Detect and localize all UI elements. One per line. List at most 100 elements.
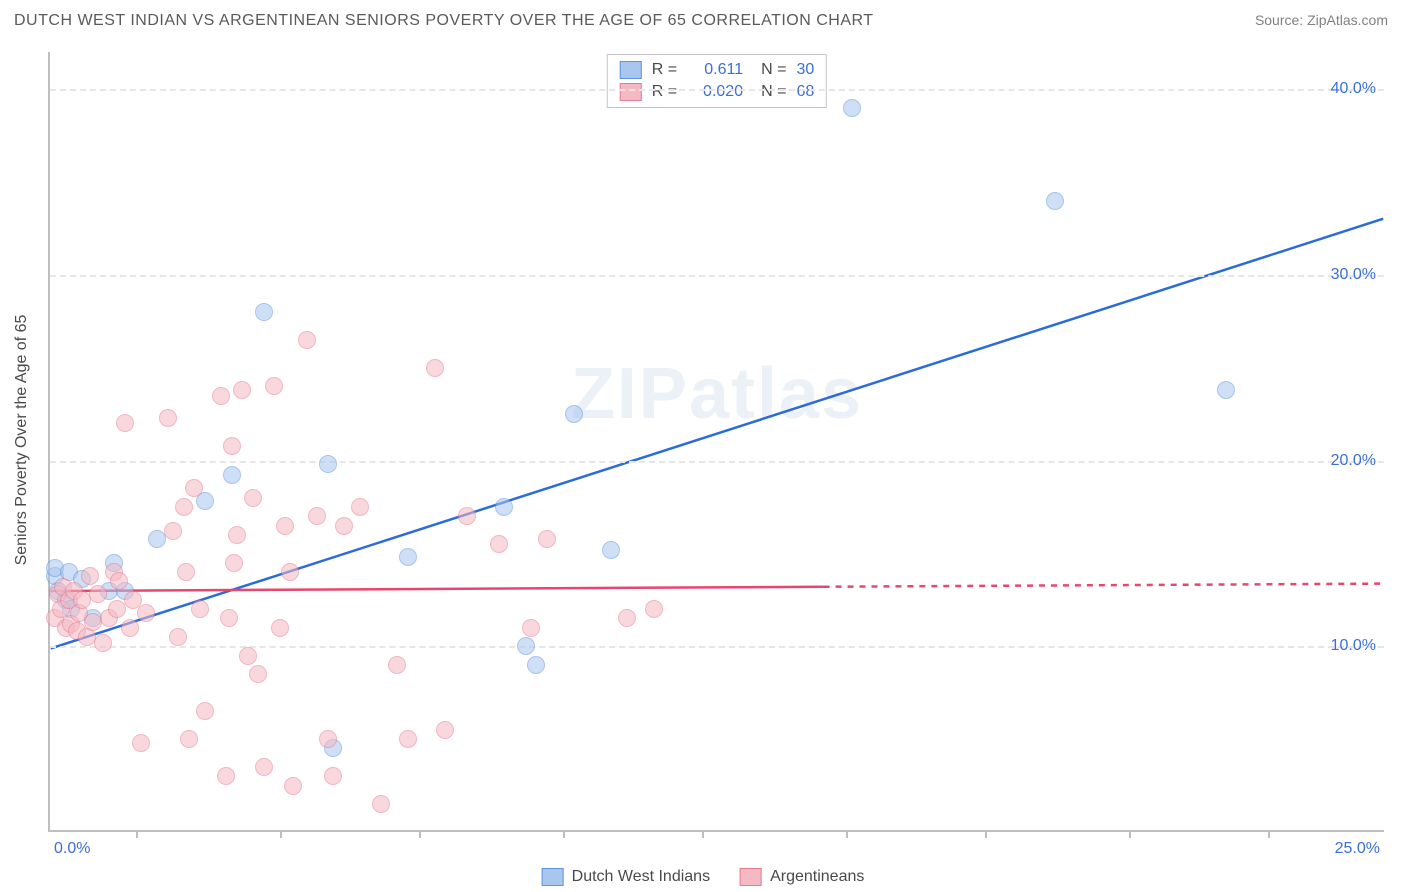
r-label: R = (652, 61, 677, 79)
data-point (436, 721, 454, 739)
legend-label: Argentineans (770, 868, 864, 886)
data-point (244, 489, 262, 507)
legend-item: Argentineans (740, 868, 864, 886)
data-point (843, 99, 861, 117)
legend-swatch (620, 61, 642, 79)
legend-item: Dutch West Indians (542, 868, 710, 886)
data-point (522, 619, 540, 637)
data-point (255, 758, 273, 776)
data-point (426, 359, 444, 377)
data-point (159, 409, 177, 427)
y-tick-label: 40.0% (1331, 80, 1376, 98)
data-point (399, 548, 417, 566)
data-point (645, 600, 663, 618)
data-point (116, 414, 134, 432)
data-point (164, 522, 182, 540)
data-point (265, 377, 283, 395)
legend-swatch (620, 83, 642, 101)
data-point (565, 405, 583, 423)
data-point (335, 517, 353, 535)
data-point (177, 563, 195, 581)
data-point (1217, 381, 1235, 399)
gridline (50, 275, 1384, 277)
data-point (169, 628, 187, 646)
legend-swatch (740, 868, 762, 886)
data-point (298, 331, 316, 349)
scatter-chart: ZIPatlas R =0.611N =30R =0.020N =68 10.0… (48, 52, 1384, 832)
data-point (223, 466, 241, 484)
x-tick (280, 830, 282, 838)
data-point (196, 702, 214, 720)
data-point (249, 665, 267, 683)
x-tick (563, 830, 565, 838)
data-point (495, 498, 513, 516)
legend-label: Dutch West Indians (572, 868, 710, 886)
data-point (217, 767, 235, 785)
data-point (175, 498, 193, 516)
x-tick (1268, 830, 1270, 838)
data-point (233, 381, 251, 399)
r-value: 0.020 (687, 83, 743, 101)
gridline (50, 461, 1384, 463)
data-point (602, 541, 620, 559)
data-point (81, 567, 99, 585)
data-point (399, 730, 417, 748)
data-point (239, 647, 257, 665)
data-point (220, 609, 238, 627)
data-point (490, 535, 508, 553)
data-point (223, 437, 241, 455)
correlation-legend: R =0.611N =30R =0.020N =68 (607, 54, 827, 108)
x-tick-label-right: 25.0% (1335, 840, 1380, 858)
x-tick (1129, 830, 1131, 838)
n-label: N = (761, 61, 786, 79)
regression-line (51, 587, 824, 591)
legend-swatch (542, 868, 564, 886)
data-point (110, 572, 128, 590)
y-tick-label: 30.0% (1331, 266, 1376, 284)
data-point (108, 600, 126, 618)
x-tick (985, 830, 987, 838)
data-point (185, 479, 203, 497)
legend-row: R =0.611N =30 (620, 59, 814, 81)
data-point (191, 600, 209, 618)
data-point (388, 656, 406, 674)
data-point (89, 585, 107, 603)
data-point (324, 767, 342, 785)
x-tick (419, 830, 421, 838)
data-point (121, 619, 139, 637)
data-point (212, 387, 230, 405)
data-point (517, 637, 535, 655)
data-point (319, 730, 337, 748)
y-tick-label: 20.0% (1331, 452, 1376, 470)
data-point (458, 507, 476, 525)
x-tick (702, 830, 704, 838)
regression-line-extrapolated (824, 584, 1384, 587)
x-tick (846, 830, 848, 838)
r-label: R = (652, 83, 677, 101)
data-point (281, 563, 299, 581)
data-point (372, 795, 390, 813)
x-tick (136, 830, 138, 838)
data-point (255, 303, 273, 321)
data-point (618, 609, 636, 627)
series-legend: Dutch West Indians Argentineans (542, 868, 865, 886)
data-point (276, 517, 294, 535)
data-point (1046, 192, 1064, 210)
watermark: ZIPatlas (571, 353, 863, 435)
data-point (132, 734, 150, 752)
n-label: N = (761, 83, 786, 101)
regression-line (51, 219, 1384, 649)
n-value: 68 (796, 83, 814, 101)
data-point (137, 604, 155, 622)
gridline (50, 89, 1384, 91)
data-point (308, 507, 326, 525)
n-value: 30 (796, 61, 814, 79)
data-point (527, 656, 545, 674)
data-point (225, 554, 243, 572)
regression-lines (50, 52, 1384, 830)
y-axis-label: Seniors Poverty Over the Age of 65 (13, 315, 31, 566)
legend-row: R = 0.020 N = 68 (620, 81, 814, 103)
data-point (180, 730, 198, 748)
data-point (351, 498, 369, 516)
y-tick-label: 10.0% (1331, 637, 1376, 655)
